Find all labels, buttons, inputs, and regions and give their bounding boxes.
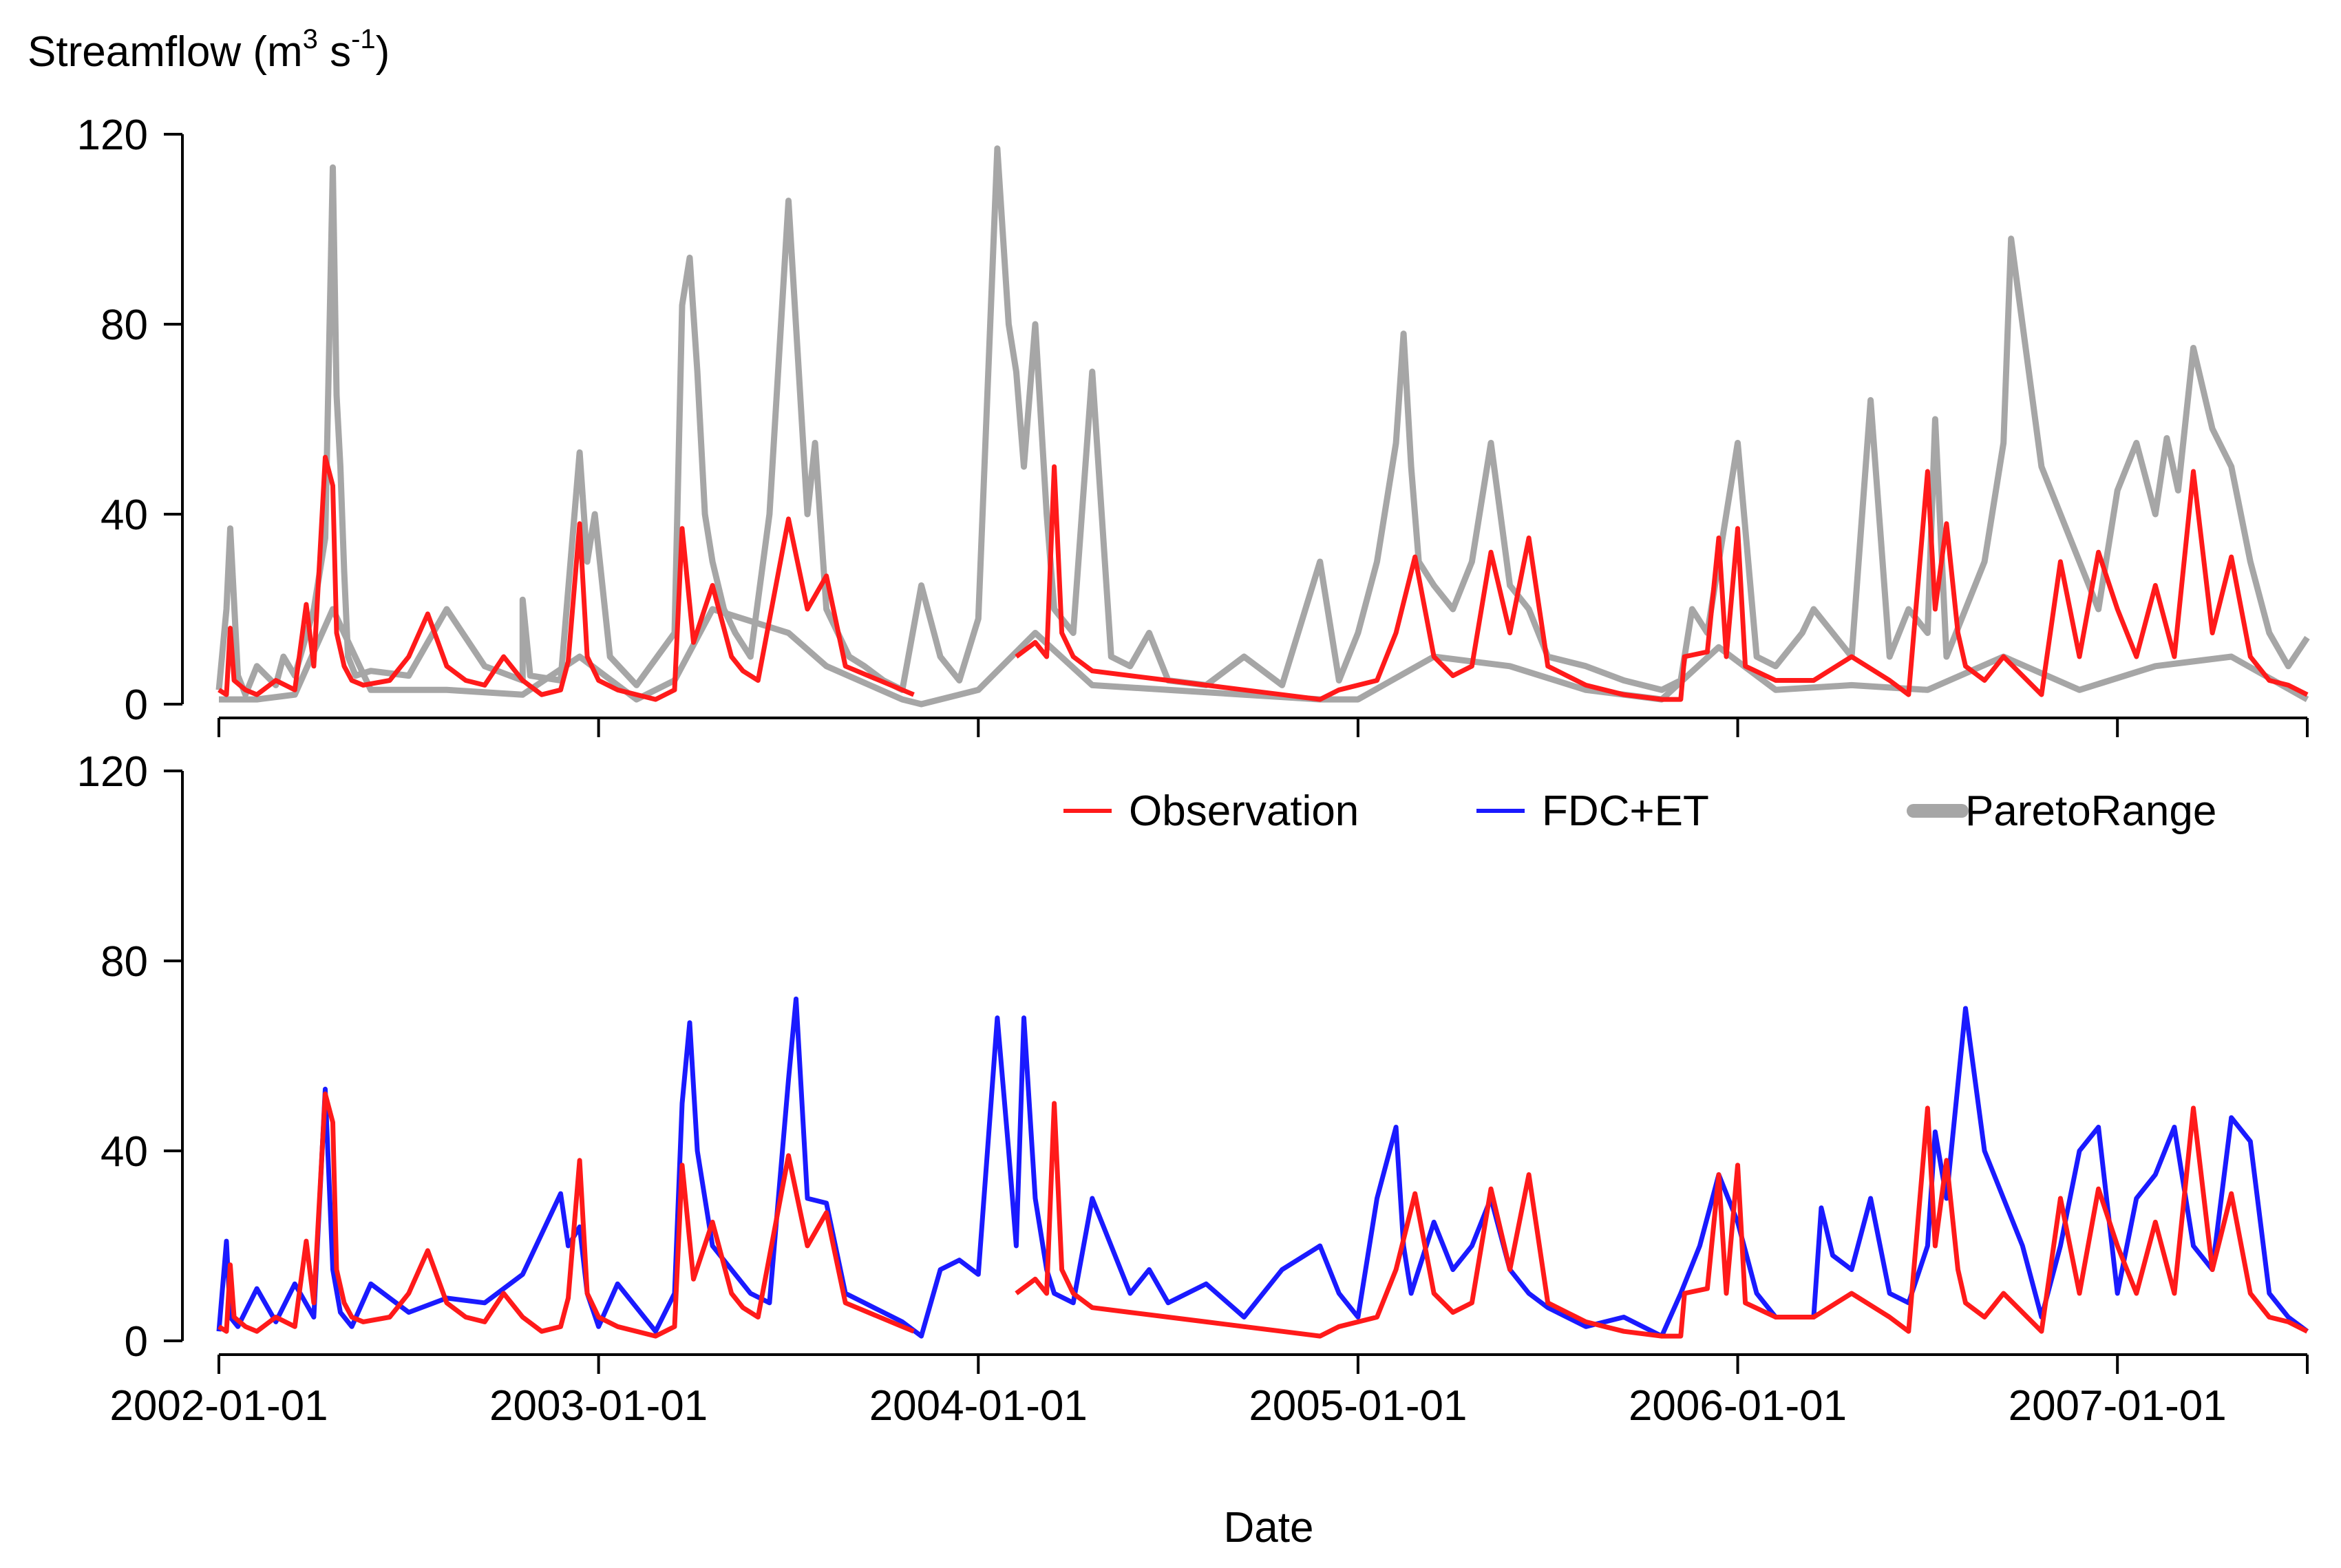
series-observation-line-2: [1015, 464, 2309, 702]
series-observation-line: [218, 454, 915, 702]
x-tick-label: 2005-01-01: [1249, 1382, 1467, 1430]
y-axis-label: Streamflow (m3 s-1): [28, 24, 390, 76]
x-tick-label: 2002-01-01: [109, 1382, 328, 1430]
x-tick-label: 2004-01-01: [869, 1382, 1088, 1430]
legend: Observation FDC+ET ParetoRange: [1063, 787, 2216, 835]
legend-pareto-label: ParetoRange: [1965, 787, 2216, 835]
y-tick-label: 0: [125, 1318, 148, 1366]
y-axis-label-mid: s: [318, 28, 351, 76]
y-tick-label: 40: [100, 491, 148, 539]
series-paretorangelow-line: [219, 606, 2309, 708]
top-panel: 0 40 80 120: [77, 112, 2310, 737]
x-tick-label: 2007-01-01: [2009, 1382, 2227, 1430]
legend-observation-label: Observation: [1129, 787, 1359, 835]
y-axis-label-main: Streamflow (m: [28, 28, 303, 76]
x-axis-label: Date: [1224, 1504, 1314, 1551]
x-tick-label: 2006-01-01: [1629, 1382, 1847, 1430]
y-tick-label: 0: [125, 681, 148, 729]
y-tick-label: 80: [100, 301, 148, 349]
y-tick-label: 40: [100, 1128, 148, 1176]
y-tick-label: 80: [100, 938, 148, 986]
series-observation-line: [218, 1091, 915, 1339]
series-fdcet-line: [216, 996, 2309, 1339]
y-tick-label: 120: [77, 748, 148, 796]
y-axis-label-sup2: -1: [351, 24, 376, 54]
series-paretorange-line: [215, 145, 2310, 698]
bottom-panel: 0 40 80 120 2002-01-01 2003-01-01 2004-01-01 20…: [77, 748, 2309, 1430]
y-axis-label-end: ): [376, 28, 390, 76]
series-observation-line-2: [1015, 1101, 2309, 1339]
y-axis-label-sup1: 3: [303, 24, 318, 54]
legend-fdcet-label: FDC+ET: [1542, 787, 1709, 835]
x-tick-label: 2003-01-01: [489, 1382, 708, 1430]
y-tick-label: 120: [77, 112, 148, 159]
